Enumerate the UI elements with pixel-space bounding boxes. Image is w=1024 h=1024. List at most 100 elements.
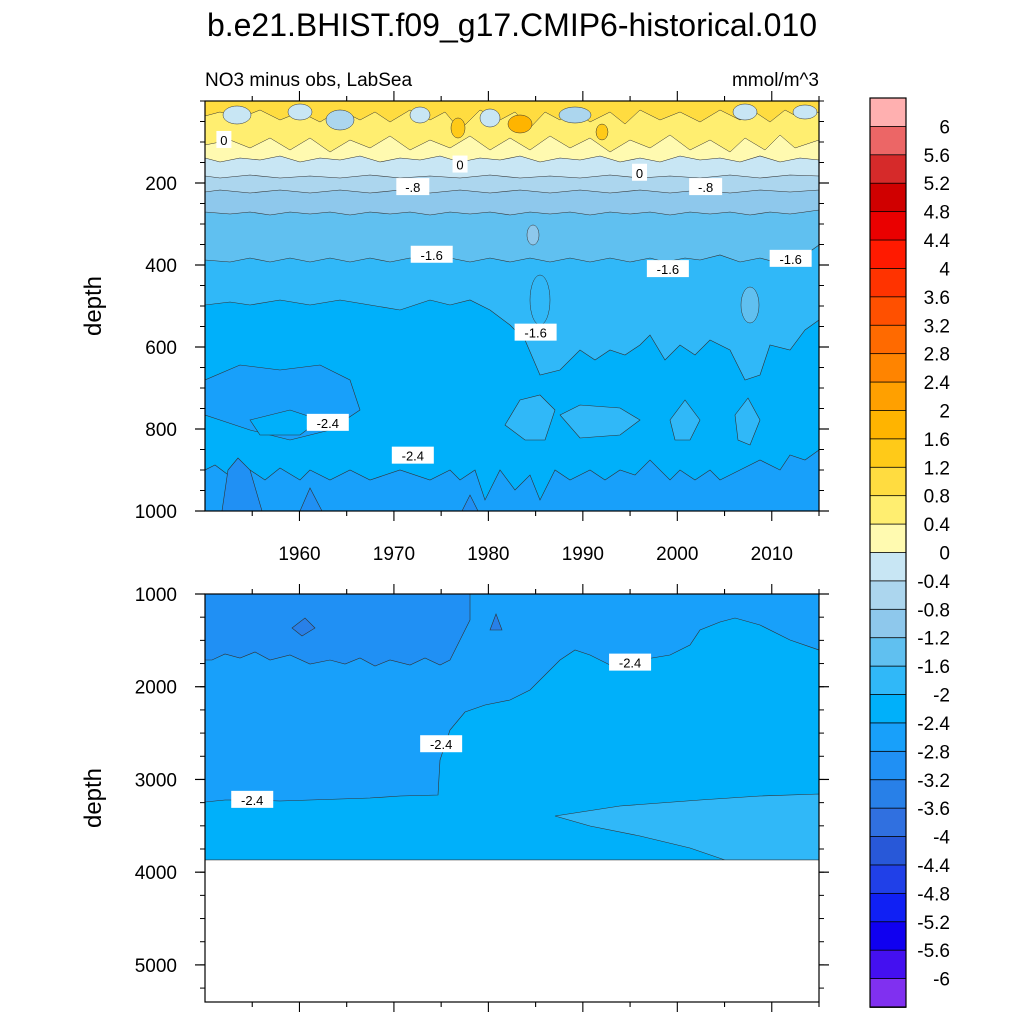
- x-tick-label: 1990: [562, 544, 604, 565]
- band-fill: [489, 613, 503, 631]
- colorbar-swatch: [869, 949, 907, 980]
- band-fill: [299, 487, 323, 511]
- colorbar-label: 3.6: [924, 288, 950, 309]
- x-tick-label: 2000: [656, 544, 698, 565]
- band-fill: [205, 594, 471, 667]
- colorbar-label: -2.8: [917, 742, 950, 763]
- colorbar-label: 0.4: [924, 515, 951, 536]
- colorbar-swatch: [869, 381, 907, 412]
- colorbar-swatch: [869, 694, 907, 724]
- contour-labels: 0 0 0 -.8 -.8 -1.6 -1.6 -1.6 -1.6 -2.4 -2.4 -2.4 -2.…: [216, 130, 812, 808]
- colorbar-label: -2: [933, 686, 950, 707]
- colorbar-swatch: [869, 864, 907, 895]
- colorbar-label: 5.2: [924, 174, 950, 195]
- band-fill: [792, 104, 818, 120]
- y-axis-label-top: depth: [80, 276, 107, 336]
- colorbar-label: 1.6: [924, 430, 950, 451]
- colorbar-swatch: [869, 665, 907, 696]
- colorbar-label: 4: [939, 259, 950, 280]
- band-fill: [740, 286, 760, 324]
- contour-label-text: 0: [220, 133, 227, 148]
- contour-label: 0: [632, 163, 648, 181]
- y-tick-label: 600: [145, 338, 177, 359]
- colorbar-label: 0.8: [924, 487, 950, 508]
- colorbar-label: -3.6: [917, 799, 950, 820]
- band-fill: [287, 103, 313, 121]
- contour-label: -2.4: [231, 790, 274, 808]
- contour-label: 0: [216, 130, 232, 148]
- colorbar-frame: [869, 97, 907, 1008]
- contour-label-text: 0: [456, 158, 463, 173]
- colorbar-swatch: [869, 779, 907, 810]
- y-tick-label: 5000: [135, 956, 177, 977]
- subtitle-right: mmol/m^3: [732, 70, 819, 91]
- colorbar-swatch: [869, 126, 907, 156]
- y-tick-label: 4000: [135, 863, 177, 884]
- axes: 200 400 600 800 1000 1000 2000 3000 4000 5000 1960…: [135, 91, 829, 1012]
- bottom-plot-frame: [204, 593, 820, 1003]
- colorbar-label: -1.6: [917, 657, 950, 678]
- contour-label-text: 0: [636, 166, 643, 181]
- band-fill: [222, 105, 252, 125]
- colorbar-label: -3.2: [917, 771, 950, 792]
- colorbar-swatch: [869, 722, 907, 753]
- contour-label-text: -.8: [698, 180, 713, 195]
- y-tick-label: 200: [145, 174, 177, 195]
- colorbar-swatch: [869, 182, 907, 213]
- contour-label: -1.6: [769, 249, 812, 267]
- band-fill: [554, 793, 819, 861]
- colorbar-swatch: [869, 239, 907, 270]
- band-fill: [504, 394, 556, 441]
- y-tick-label: 3000: [135, 770, 177, 791]
- band-fill: [558, 106, 592, 124]
- colorbar-label: 2.8: [924, 345, 950, 366]
- colorbar-label: -4.4: [917, 856, 950, 877]
- contour-label-text: -2.4: [317, 416, 339, 431]
- colorbar-swatch: [869, 921, 907, 952]
- colorbar-label: -4: [933, 828, 950, 849]
- band-fill: [205, 860, 819, 1002]
- colorbar-label: 5.6: [924, 146, 950, 167]
- contour-label: -2.4: [306, 413, 349, 431]
- colorbar-label: -5.6: [917, 941, 950, 962]
- contour-label-text: -.8: [405, 180, 420, 195]
- contour-label: -1.6: [410, 245, 453, 263]
- band-fill: [595, 123, 609, 141]
- colorbar-swatch: [869, 836, 907, 866]
- colorbar-label: -0.8: [917, 600, 950, 621]
- band-fill: [325, 109, 355, 131]
- colorbar-label: 0: [939, 544, 950, 565]
- band-fill: [669, 399, 701, 441]
- colorbar-swatch: [869, 552, 907, 582]
- contour-label: -2.4: [420, 735, 463, 753]
- band-fill: [409, 106, 431, 124]
- contour-label-text: -1.6: [421, 248, 443, 263]
- band-fill: [479, 108, 501, 128]
- y-tick-label: 400: [145, 256, 177, 277]
- colorbar-label: 4.8: [924, 203, 950, 224]
- colorbar-swatch: [869, 438, 907, 469]
- contour-label-text: -1.6: [524, 326, 546, 341]
- band-fill: [734, 397, 761, 446]
- colorbar-swatch: [869, 608, 907, 639]
- y-tick-label: 1000: [135, 502, 177, 523]
- colorbar-swatch: [869, 353, 907, 383]
- y-axis-label-bottom: depth: [80, 768, 107, 828]
- colorbar-label: 4.4: [924, 231, 951, 252]
- top-panel: [205, 101, 819, 511]
- contour-label-text: -2.4: [241, 793, 263, 808]
- colorbar-swatch: [869, 892, 907, 923]
- colorbar-label: -1.2: [917, 629, 950, 650]
- colorbar-swatch: [869, 495, 907, 525]
- colorbar-label: -4.8: [917, 884, 950, 905]
- x-tick-label: 1980: [467, 544, 509, 565]
- subtitle-left: NO3 minus obs, LabSea: [205, 70, 412, 91]
- colorbar-label: -5.2: [917, 913, 950, 934]
- contour-label: -2.4: [391, 446, 434, 464]
- contour-label: -.8: [689, 178, 723, 196]
- colorbar: 6 5.6 5.2 4.8 4.4 4 3.6 3.2 2.8 2.4 2 1.6 1.2 0.8 0.4 0…: [869, 97, 951, 1008]
- y-tick-label: 800: [145, 420, 177, 441]
- band-fill: [221, 457, 263, 511]
- contour-label: -.8: [396, 178, 430, 196]
